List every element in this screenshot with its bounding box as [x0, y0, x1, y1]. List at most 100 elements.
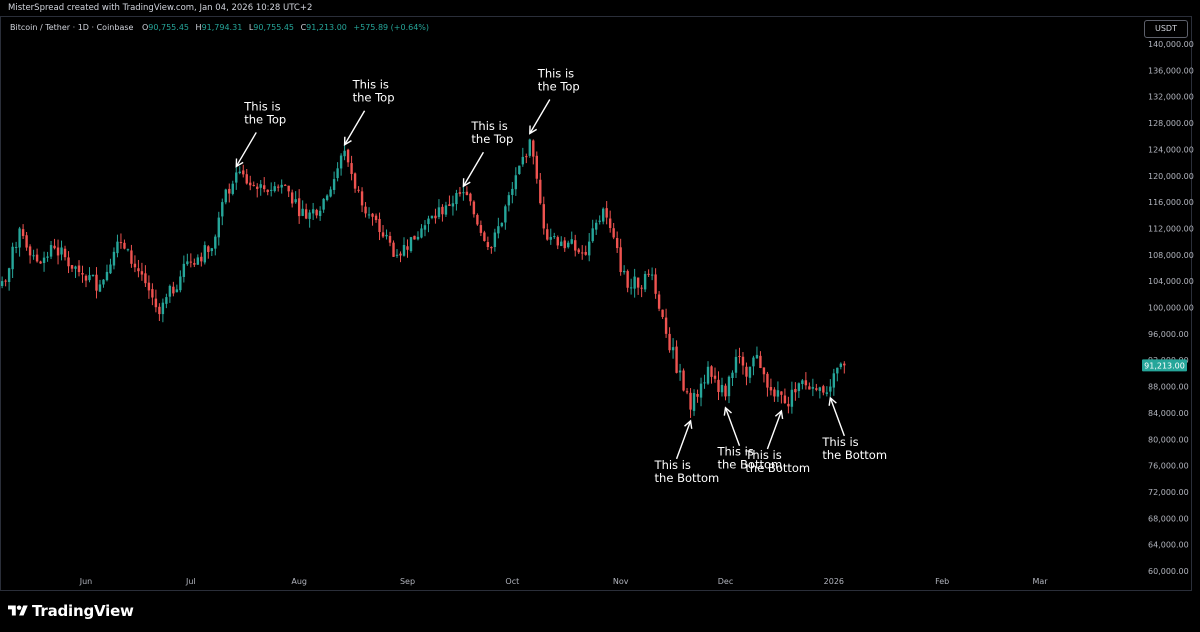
candle-body	[685, 391, 689, 393]
candle-body	[420, 228, 423, 238]
annotation-line-1: This is	[716, 445, 753, 459]
candle-body	[98, 284, 102, 292]
candle	[591, 219, 594, 243]
candle-body	[462, 192, 465, 194]
candle	[441, 204, 444, 222]
candle	[140, 262, 144, 281]
annotation-arrowhead	[774, 409, 784, 420]
candle-body	[193, 263, 196, 265]
candle	[25, 232, 28, 251]
candle-body	[235, 172, 238, 183]
candle-body	[605, 208, 608, 218]
candle-body	[119, 242, 123, 244]
candle-body	[815, 388, 818, 390]
price-tick-label: 108,000.00	[1148, 251, 1194, 260]
candle-body	[507, 195, 511, 206]
candle	[273, 181, 276, 193]
symbol-title[interactable]: Bitcoin / Tether · 1D · Coinbase	[10, 23, 134, 32]
candle-body	[25, 235, 28, 248]
candle	[801, 379, 804, 390]
candle	[678, 363, 682, 381]
candle-body	[133, 263, 137, 268]
price-tick-label: 96,000.00	[1148, 330, 1189, 339]
annotation-arrowhead	[529, 125, 538, 135]
candle-body	[0, 281, 4, 287]
candle	[98, 279, 102, 293]
annotation-line-1: This is	[537, 67, 574, 81]
candle-body	[706, 366, 710, 384]
candle-body	[14, 246, 18, 248]
candle-body	[626, 271, 629, 288]
candle-body	[713, 375, 717, 379]
candle-body	[81, 273, 84, 275]
candle	[249, 175, 252, 191]
currency-button[interactable]: USDT	[1144, 20, 1188, 38]
candle	[217, 211, 220, 246]
candle-body	[325, 195, 329, 200]
candle	[511, 181, 514, 204]
candle-body	[490, 246, 493, 249]
candle-body	[668, 333, 671, 351]
candle-body	[546, 229, 549, 240]
candle	[350, 155, 353, 181]
candle	[843, 361, 846, 374]
candle-body	[598, 220, 601, 222]
candle-body	[591, 228, 594, 242]
candle	[311, 202, 315, 220]
annotation-arrow	[724, 407, 741, 446]
candle-body	[455, 193, 458, 205]
candle-body	[276, 186, 280, 188]
candle-body	[318, 210, 322, 217]
candle-body	[423, 225, 427, 230]
candle-body	[238, 171, 241, 174]
candle-body	[371, 213, 374, 217]
price-chart[interactable]: 140,000.00 136,000.00 132,000.00 128,000.00…	[0, 0, 1200, 592]
close-value: 91,213.00	[306, 23, 347, 32]
candle-body	[783, 395, 787, 404]
candle-body	[322, 198, 325, 210]
tradingview-brand[interactable]: TradingView	[32, 602, 134, 620]
annotation-line-2: the Bottom	[745, 461, 810, 475]
candle	[825, 386, 829, 397]
candle-body	[381, 232, 385, 237]
candle-body	[18, 228, 21, 248]
candle	[752, 355, 755, 376]
candle-body	[95, 274, 98, 291]
tradingview-logo-icon[interactable]	[8, 603, 28, 619]
candle	[465, 186, 469, 196]
candle-body	[11, 246, 14, 270]
candle-body	[168, 285, 172, 297]
candle-body	[790, 389, 794, 407]
price-axis[interactable]: 140,000.00 136,000.00 132,000.00 128,000.00…	[1148, 40, 1194, 576]
candle	[577, 247, 580, 254]
candle-body	[297, 198, 301, 217]
candle	[643, 271, 647, 293]
candle	[207, 245, 210, 259]
candle-body	[256, 186, 259, 189]
candle-body	[528, 139, 532, 156]
price-tick-label: 80,000.00	[1148, 435, 1189, 444]
candle	[493, 228, 497, 252]
candle	[420, 224, 423, 239]
time-axis[interactable]: Jun Jul Aug Sep Oct Nov Dec 2026 Feb Mar	[79, 577, 1049, 586]
candle	[381, 225, 385, 239]
candle-body	[32, 255, 35, 257]
price-tick-label: 88,000.00	[1148, 383, 1189, 392]
candle	[388, 231, 392, 247]
candle	[500, 222, 504, 228]
chart-frame[interactable]	[0, 16, 1192, 591]
candle	[766, 371, 769, 397]
candle-body	[137, 268, 140, 272]
candle	[336, 162, 339, 182]
candle-body	[154, 298, 158, 308]
candle-body	[283, 184, 287, 186]
candle	[238, 166, 241, 175]
